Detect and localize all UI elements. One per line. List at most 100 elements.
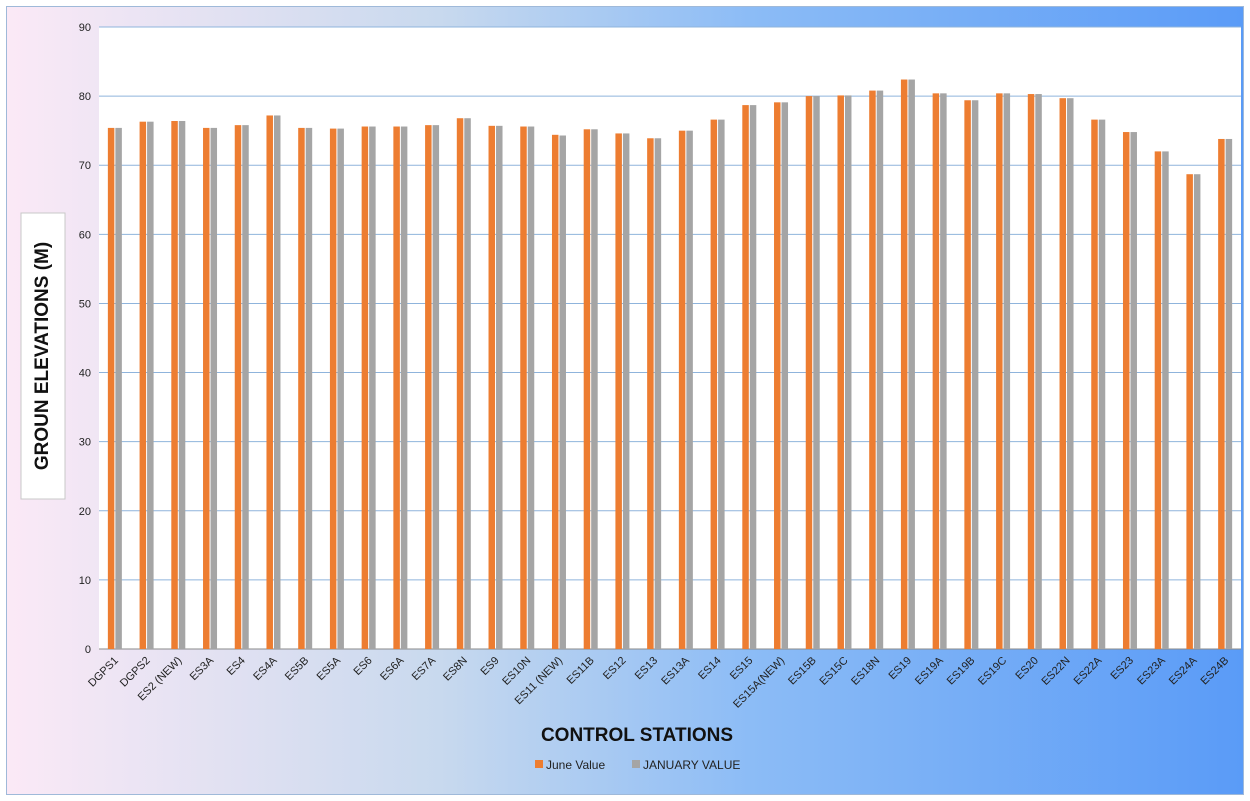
x-tick-label: ES19C	[976, 655, 1009, 688]
bar	[1186, 174, 1193, 649]
bar	[813, 96, 820, 650]
bar	[1218, 138, 1225, 649]
bar	[147, 121, 154, 649]
y-tick-label: 0	[85, 644, 91, 656]
bar	[393, 126, 400, 649]
bar	[298, 127, 305, 649]
bar	[1130, 132, 1137, 649]
x-tick-label: ES4	[225, 655, 248, 678]
bar	[1059, 98, 1067, 649]
bar	[203, 127, 210, 649]
bar	[115, 127, 122, 649]
bar	[1003, 93, 1011, 649]
bar	[329, 128, 337, 649]
x-tick-label: ES24B	[1199, 655, 1232, 688]
y-tick-label: 80	[79, 91, 91, 103]
x-tick-label: ES9	[478, 655, 501, 678]
bar	[432, 125, 440, 650]
bar	[869, 90, 876, 650]
legend: June Value JANUARY VALUE	[535, 758, 740, 772]
x-tick-label: ES11B	[565, 655, 597, 687]
bar	[1035, 94, 1042, 649]
y-axis-title-box	[20, 212, 66, 500]
chart-frame: 0 10 20 30 40 50 60 70 80 90 DGPS1 DGPS2 ES2 (NEW) E…	[6, 6, 1244, 795]
legend-label-january: JANUARY VALUE	[643, 758, 740, 772]
x-tick-label: ES13A	[659, 654, 692, 687]
bar	[527, 126, 535, 649]
x-tick-label: ES5A	[315, 654, 344, 683]
bar	[425, 125, 432, 650]
x-tick-label: ES19B	[945, 655, 978, 688]
bar	[369, 126, 376, 649]
bar	[940, 93, 947, 649]
bar	[678, 130, 686, 650]
legend-swatch-june	[535, 760, 543, 768]
x-tick-label: ES8N	[441, 655, 470, 684]
x-tick-label: ES15	[728, 655, 756, 683]
gridlines	[99, 26, 1241, 650]
bar	[520, 126, 527, 649]
bar	[1162, 151, 1169, 649]
x-tick-label: ES6A	[378, 654, 407, 683]
bar	[361, 126, 369, 649]
bar	[964, 100, 971, 650]
bar	[837, 95, 844, 650]
bar	[647, 138, 654, 649]
bar	[971, 100, 979, 650]
bar	[583, 129, 591, 650]
y-tick-label: 60	[79, 229, 91, 241]
x-tick-label: ES22N	[1040, 655, 1073, 688]
y-axis-ticks: 0 10 20 30 40 50 60 70 80 90	[79, 22, 91, 656]
bar	[742, 105, 749, 649]
x-tick-label: ES20	[1013, 655, 1041, 683]
bar	[774, 102, 781, 649]
bar	[400, 126, 408, 649]
x-tick-label: ES18N	[849, 655, 882, 688]
y-tick-label: 20	[79, 506, 91, 518]
bars	[107, 79, 1233, 650]
bar	[305, 127, 313, 649]
bar	[908, 79, 915, 650]
bar	[718, 119, 725, 649]
bar	[210, 127, 218, 649]
y-tick-label: 90	[79, 22, 91, 34]
bar	[1098, 119, 1106, 649]
bar	[710, 119, 718, 649]
x-tick-label: ES6	[352, 655, 375, 678]
bar	[107, 127, 115, 649]
bar	[496, 125, 503, 650]
x-tick-label: ES14	[696, 655, 724, 683]
bar	[234, 125, 242, 650]
bar	[996, 93, 1003, 649]
bar	[1193, 174, 1201, 649]
bar	[844, 95, 852, 650]
y-tick-label: 40	[79, 368, 91, 380]
bar	[805, 96, 813, 650]
bar	[456, 118, 464, 649]
bar	[1067, 98, 1074, 649]
plot-area	[99, 27, 1241, 649]
x-tick-label: ES23A	[1135, 654, 1168, 687]
bar	[1225, 138, 1233, 649]
x-tick-label: ES4A	[251, 654, 280, 683]
bar	[900, 79, 908, 650]
bar	[559, 135, 566, 649]
bar	[1091, 119, 1098, 649]
bar	[266, 115, 273, 649]
y-tick-label: 50	[79, 298, 91, 310]
bar	[171, 120, 178, 650]
x-tick-label: ES24A	[1167, 654, 1200, 687]
bar	[464, 118, 471, 649]
x-tick-label: ES12	[601, 655, 629, 683]
y-axis-title: GROUN ELEVATIONS (M)	[32, 242, 53, 470]
x-tick-label: ES13	[633, 655, 661, 683]
bar	[139, 121, 147, 649]
x-tick-label: ES19A	[913, 654, 946, 687]
x-tick-label: ES3A	[188, 654, 217, 683]
bar	[273, 115, 281, 649]
y-tick-label: 70	[79, 160, 91, 172]
bar	[337, 128, 344, 649]
x-tick-label: ES19	[887, 655, 915, 683]
